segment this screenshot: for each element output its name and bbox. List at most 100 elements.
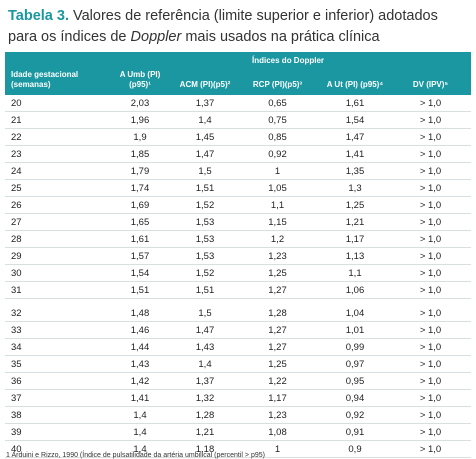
table-cell: 1,35: [320, 162, 390, 180]
table-cell: 1,52: [175, 264, 235, 282]
table-cell: 1,48: [105, 298, 175, 322]
table-cell: 1: [235, 440, 320, 458]
table-cell: 1,18: [175, 440, 235, 458]
table-row: 26 1,69 1,52 1,1 1,25 > 1,0: [5, 196, 472, 214]
table-cell: 36: [5, 372, 105, 390]
table-cell: > 1,0: [390, 95, 472, 112]
group-header-row: Índices do Doppler: [5, 52, 472, 69]
table-row: 25 1,74 1,51 1,05 1,3 > 1,0: [5, 179, 472, 197]
table-cell: 1,3: [320, 179, 390, 197]
table-row: 28 1,61 1,53 1,2 1,17 > 1,0: [5, 230, 472, 248]
table-cell: 37: [5, 389, 105, 407]
table-row: 39 1,4 1,21 1,08 0,91 > 1,0: [5, 423, 472, 441]
table-row: 38 1,4 1,28 1,23 0,92 > 1,0: [5, 406, 472, 424]
table-cell: 40: [5, 440, 105, 458]
title-text: Valores de referência (limite superior e…: [8, 8, 438, 45]
table-cell: 1,52: [175, 196, 235, 214]
table-cell: 1,22: [235, 372, 320, 390]
table-cell: 0,91: [320, 423, 390, 441]
table-cell: > 1,0: [390, 179, 472, 197]
table-cell: 1,08: [235, 423, 320, 441]
table-cell: > 1,0: [390, 162, 472, 180]
table-cell: > 1,0: [390, 196, 472, 214]
table-row: 36 1,42 1,37 1,22 0,95 > 1,0: [5, 372, 472, 390]
table-cell: > 1,0: [390, 298, 472, 322]
table-cell: > 1,0: [390, 213, 472, 231]
title-label: Tabela 3.: [8, 8, 69, 24]
table-cell: 1,27: [235, 321, 320, 339]
table-row: 21 1,96 1,4 0,75 1,54 > 1,0: [5, 111, 472, 129]
group-header: Índices do Doppler: [105, 52, 472, 69]
table-cell: > 1,0: [390, 423, 472, 441]
table-row: 23 1,85 1,47 0,92 1,41 > 1,0: [5, 145, 472, 163]
table-cell: > 1,0: [390, 355, 472, 373]
table-cell: 1,4: [105, 423, 175, 441]
table-cell: 0,75: [235, 111, 320, 129]
table-cell: 1,45: [175, 128, 235, 146]
table-cell: 1,28: [235, 298, 320, 322]
table-cell: 1,41: [105, 389, 175, 407]
table-cell: 22: [5, 128, 105, 146]
table-cell: > 1,0: [390, 321, 472, 339]
column-header: RCP (PI)(p5)³: [235, 69, 320, 95]
table-cell: 1,51: [175, 281, 235, 299]
table-cell: 1,54: [105, 264, 175, 282]
table-cell: 34: [5, 338, 105, 356]
table-cell: 1,53: [175, 247, 235, 265]
table-cell: 1,46: [105, 321, 175, 339]
table-cell: 1,4: [105, 440, 175, 458]
table-cell: 1,17: [320, 230, 390, 248]
table-cell: 1,04: [320, 298, 390, 322]
table-cell: 1,28: [175, 406, 235, 424]
table-cell: 1,37: [175, 95, 235, 112]
table-cell: 31: [5, 281, 105, 299]
table-cell: 23: [5, 145, 105, 163]
table-cell: > 1,0: [390, 145, 472, 163]
table-cell: 1,37: [175, 372, 235, 390]
table-cell: 1,06: [320, 281, 390, 299]
table-cell: 1,27: [235, 338, 320, 356]
table-row: 37 1,41 1,32 1,17 0,94 > 1,0: [5, 389, 472, 407]
table-cell: 0,65: [235, 95, 320, 112]
column-header: Idade gestacional (semanas): [5, 69, 105, 95]
table-cell: 1,65: [105, 213, 175, 231]
table-cell: 1,13: [320, 247, 390, 265]
table-cell: 1,4: [105, 406, 175, 424]
table-cell: 1,27: [235, 281, 320, 299]
table-row: 27 1,65 1,53 1,15 1,21 > 1,0: [5, 213, 472, 231]
table-cell: 1,42: [105, 372, 175, 390]
table-cell: 1,47: [175, 321, 235, 339]
table-cell: 25: [5, 179, 105, 197]
table-cell: 1,1: [235, 196, 320, 214]
table-cell: > 1,0: [390, 281, 472, 299]
table-cell: 1,69: [105, 196, 175, 214]
table-cell: 1,53: [175, 213, 235, 231]
table-cell: 0,92: [235, 145, 320, 163]
table-cell: 1,21: [320, 213, 390, 231]
table-title: Tabela 3. Valores de referência (limite …: [8, 6, 468, 48]
table-cell: 1,51: [175, 179, 235, 197]
table-cell: 1,47: [175, 145, 235, 163]
table-cell: 1,51: [105, 281, 175, 299]
table-row: 24 1,79 1,5 1 1,35 > 1,0: [5, 162, 472, 180]
table-cell: > 1,0: [390, 440, 472, 458]
table-cell: 0,85: [235, 128, 320, 146]
table-cell: 35: [5, 355, 105, 373]
table-cell: 1: [235, 162, 320, 180]
table-cell: 1,01: [320, 321, 390, 339]
table-cell: 1,32: [175, 389, 235, 407]
table-cell: 1,4: [175, 355, 235, 373]
table-cell: 0,99: [320, 338, 390, 356]
table-cell: > 1,0: [390, 389, 472, 407]
table-cell: 0,92: [320, 406, 390, 424]
table-cell: > 1,0: [390, 338, 472, 356]
table-cell: 1,23: [235, 247, 320, 265]
table-cell: > 1,0: [390, 247, 472, 265]
table-cell: 1,5: [175, 162, 235, 180]
table-cell: 33: [5, 321, 105, 339]
table-row: 34 1,44 1,43 1,27 0,99 > 1,0: [5, 338, 472, 356]
table-cell: 26: [5, 196, 105, 214]
column-header: ACM (PI)(p5)²: [175, 69, 235, 95]
table-cell: 1,53: [175, 230, 235, 248]
column-header: A Ut (PI) (p95)⁴: [320, 69, 390, 95]
